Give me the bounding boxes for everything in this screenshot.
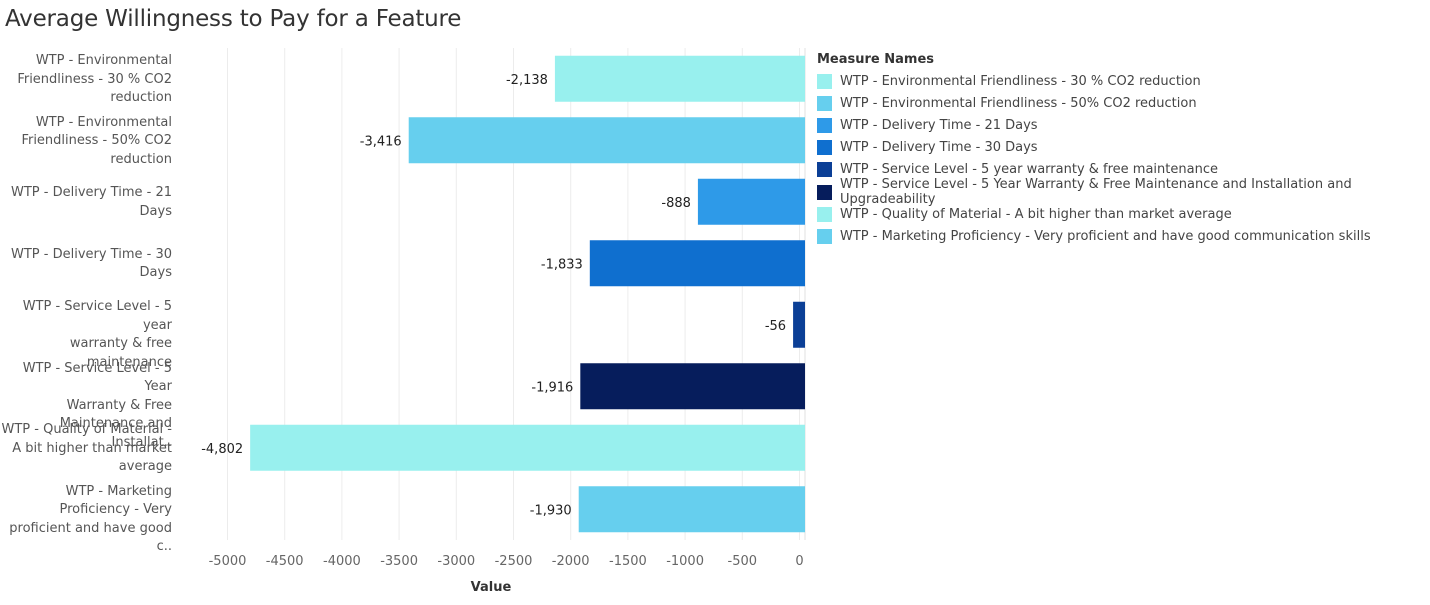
category-label-line: maintenance bbox=[86, 354, 172, 370]
x-tick-label: 0 bbox=[795, 554, 803, 569]
category-label: WTP - Delivery Time - 21 Days bbox=[0, 184, 172, 221]
category-label-line: Days bbox=[139, 203, 172, 219]
bar-value-label: -1,916 bbox=[531, 380, 573, 395]
bar bbox=[793, 301, 805, 348]
category-label-line: Warranty & Free bbox=[66, 397, 172, 413]
legend-swatch bbox=[817, 117, 832, 133]
category-label-line: WTP - Marketing bbox=[65, 483, 172, 499]
bar bbox=[554, 55, 805, 102]
legend-label: WTP - Quality of Material - A bit higher… bbox=[840, 206, 1232, 222]
bar bbox=[697, 178, 805, 225]
category-label-line: A bit higher than market bbox=[12, 440, 172, 456]
legend-item: WTP - Marketing Proficiency - Very profi… bbox=[817, 225, 1430, 247]
legend-item: WTP - Delivery Time - 21 Days bbox=[817, 114, 1430, 136]
category-label-line: reduction bbox=[110, 90, 172, 105]
legend-label: WTP - Service Level - 5 year warranty & … bbox=[840, 162, 1218, 178]
legend-label: WTP - Service Level - 5 Year Warranty & … bbox=[840, 177, 1352, 208]
legend-swatch bbox=[817, 140, 832, 156]
legend: Measure Names WTP - Environmental Friend… bbox=[817, 52, 1430, 248]
x-tick-label: -5000 bbox=[209, 554, 247, 569]
x-tick-label: -3000 bbox=[437, 554, 475, 569]
bar bbox=[580, 363, 805, 410]
legend-label: WTP - Environmental Friendliness - 50% C… bbox=[840, 95, 1197, 111]
category-label-line: average bbox=[118, 459, 172, 474]
bar-value-label: -3,416 bbox=[360, 134, 402, 149]
category-label: WTP - Environmental Friendliness - 50% CO… bbox=[0, 114, 172, 170]
category-label: WTP - Service Level - 5 year warranty & f… bbox=[0, 298, 172, 372]
bar-value-label: -56 bbox=[765, 319, 786, 334]
category-label-line: Friendliness - 30 % CO2 bbox=[17, 71, 172, 87]
bar-value-label: -2,138 bbox=[506, 73, 548, 88]
legend-swatch bbox=[817, 228, 832, 244]
category-label-line: WTP - Delivery Time - 21 bbox=[11, 185, 172, 201]
x-tick-label: -2000 bbox=[552, 554, 590, 569]
category-label-line: proficient and have good c.. bbox=[9, 520, 172, 555]
category-label: WTP - Delivery Time - 30 Days bbox=[0, 246, 172, 283]
legend-item: WTP - Environmental Friendliness - 50% C… bbox=[817, 92, 1430, 114]
x-tick-label: -1000 bbox=[666, 554, 704, 569]
x-tick-label: -4500 bbox=[266, 554, 304, 569]
category-label-line: Maintenance and Installat.. bbox=[59, 416, 172, 450]
bar-value-label: -1,833 bbox=[541, 257, 583, 272]
legend-item: WTP - Quality of Material - A bit higher… bbox=[817, 203, 1430, 225]
category-label-line: Days bbox=[139, 265, 172, 281]
category-label-line: WTP - Service Level - 5 year bbox=[22, 299, 172, 333]
category-label-line: Friendliness - 50% CO2 bbox=[21, 133, 172, 148]
category-label-line: reduction bbox=[110, 151, 172, 167]
category-label-line: WTP - Environmental bbox=[35, 114, 172, 130]
bar-value-label: -1,930 bbox=[530, 503, 572, 518]
x-axis-title: Value bbox=[471, 580, 512, 595]
legend-label: WTP - Delivery Time - 21 Days bbox=[840, 117, 1038, 133]
category-label-line: WTP - Environmental bbox=[35, 53, 172, 68]
legend-label: WTP - Delivery Time - 30 Days bbox=[840, 140, 1038, 156]
x-tick-label: -500 bbox=[728, 554, 758, 569]
bar bbox=[250, 424, 806, 471]
bar-value-label: -888 bbox=[661, 196, 691, 211]
legend-label: WTP - Environmental Friendliness - 30 % … bbox=[840, 73, 1201, 89]
bar-value-label: -4,802 bbox=[201, 442, 243, 457]
x-tick-label: -3500 bbox=[380, 554, 418, 569]
legend-item: WTP - Service Level - 5 Year Warranty & … bbox=[817, 177, 1430, 207]
legend-swatch bbox=[817, 73, 832, 89]
x-tick-label: -2500 bbox=[495, 554, 533, 569]
category-label-line: Proficiency - Very bbox=[59, 502, 172, 517]
bar bbox=[408, 117, 805, 164]
bar bbox=[578, 486, 805, 533]
category-label-line: warranty & free bbox=[69, 336, 172, 351]
legend-swatch bbox=[817, 95, 832, 111]
legend-item: WTP - Service Level - 5 year warranty & … bbox=[817, 159, 1430, 181]
legend-title: Measure Names bbox=[817, 52, 935, 67]
category-label-line: WTP - Quality of Material - bbox=[1, 422, 172, 437]
legend-swatch bbox=[817, 206, 832, 222]
category-label: WTP - Quality of Material - A bit higher … bbox=[0, 421, 172, 477]
category-label: WTP - Marketing Proficiency - Very profici… bbox=[0, 483, 172, 557]
category-label: WTP - Service Level - 5 Year Warranty & F… bbox=[0, 360, 172, 453]
chart-title: Average Willingness to Pay for a Feature bbox=[5, 6, 462, 32]
legend-label: WTP - Marketing Proficiency - Very profi… bbox=[840, 228, 1371, 244]
x-tick-label: -4000 bbox=[323, 554, 361, 569]
category-label-line: WTP - Service Level - 5 Year bbox=[22, 360, 172, 395]
legend-items: WTP - Environmental Friendliness - 30 % … bbox=[817, 70, 1430, 248]
legend-item: WTP - Environmental Friendliness - 30 % … bbox=[817, 70, 1430, 92]
category-label: WTP - Environmental Friendliness - 30 % C… bbox=[0, 52, 172, 108]
category-label-line: WTP - Delivery Time - 30 bbox=[11, 246, 172, 262]
bar bbox=[589, 240, 805, 287]
legend-swatch bbox=[817, 162, 832, 178]
legend-item: WTP - Delivery Time - 30 Days bbox=[817, 137, 1430, 159]
x-tick-label: -1500 bbox=[609, 554, 647, 569]
legend-swatch bbox=[817, 184, 832, 200]
